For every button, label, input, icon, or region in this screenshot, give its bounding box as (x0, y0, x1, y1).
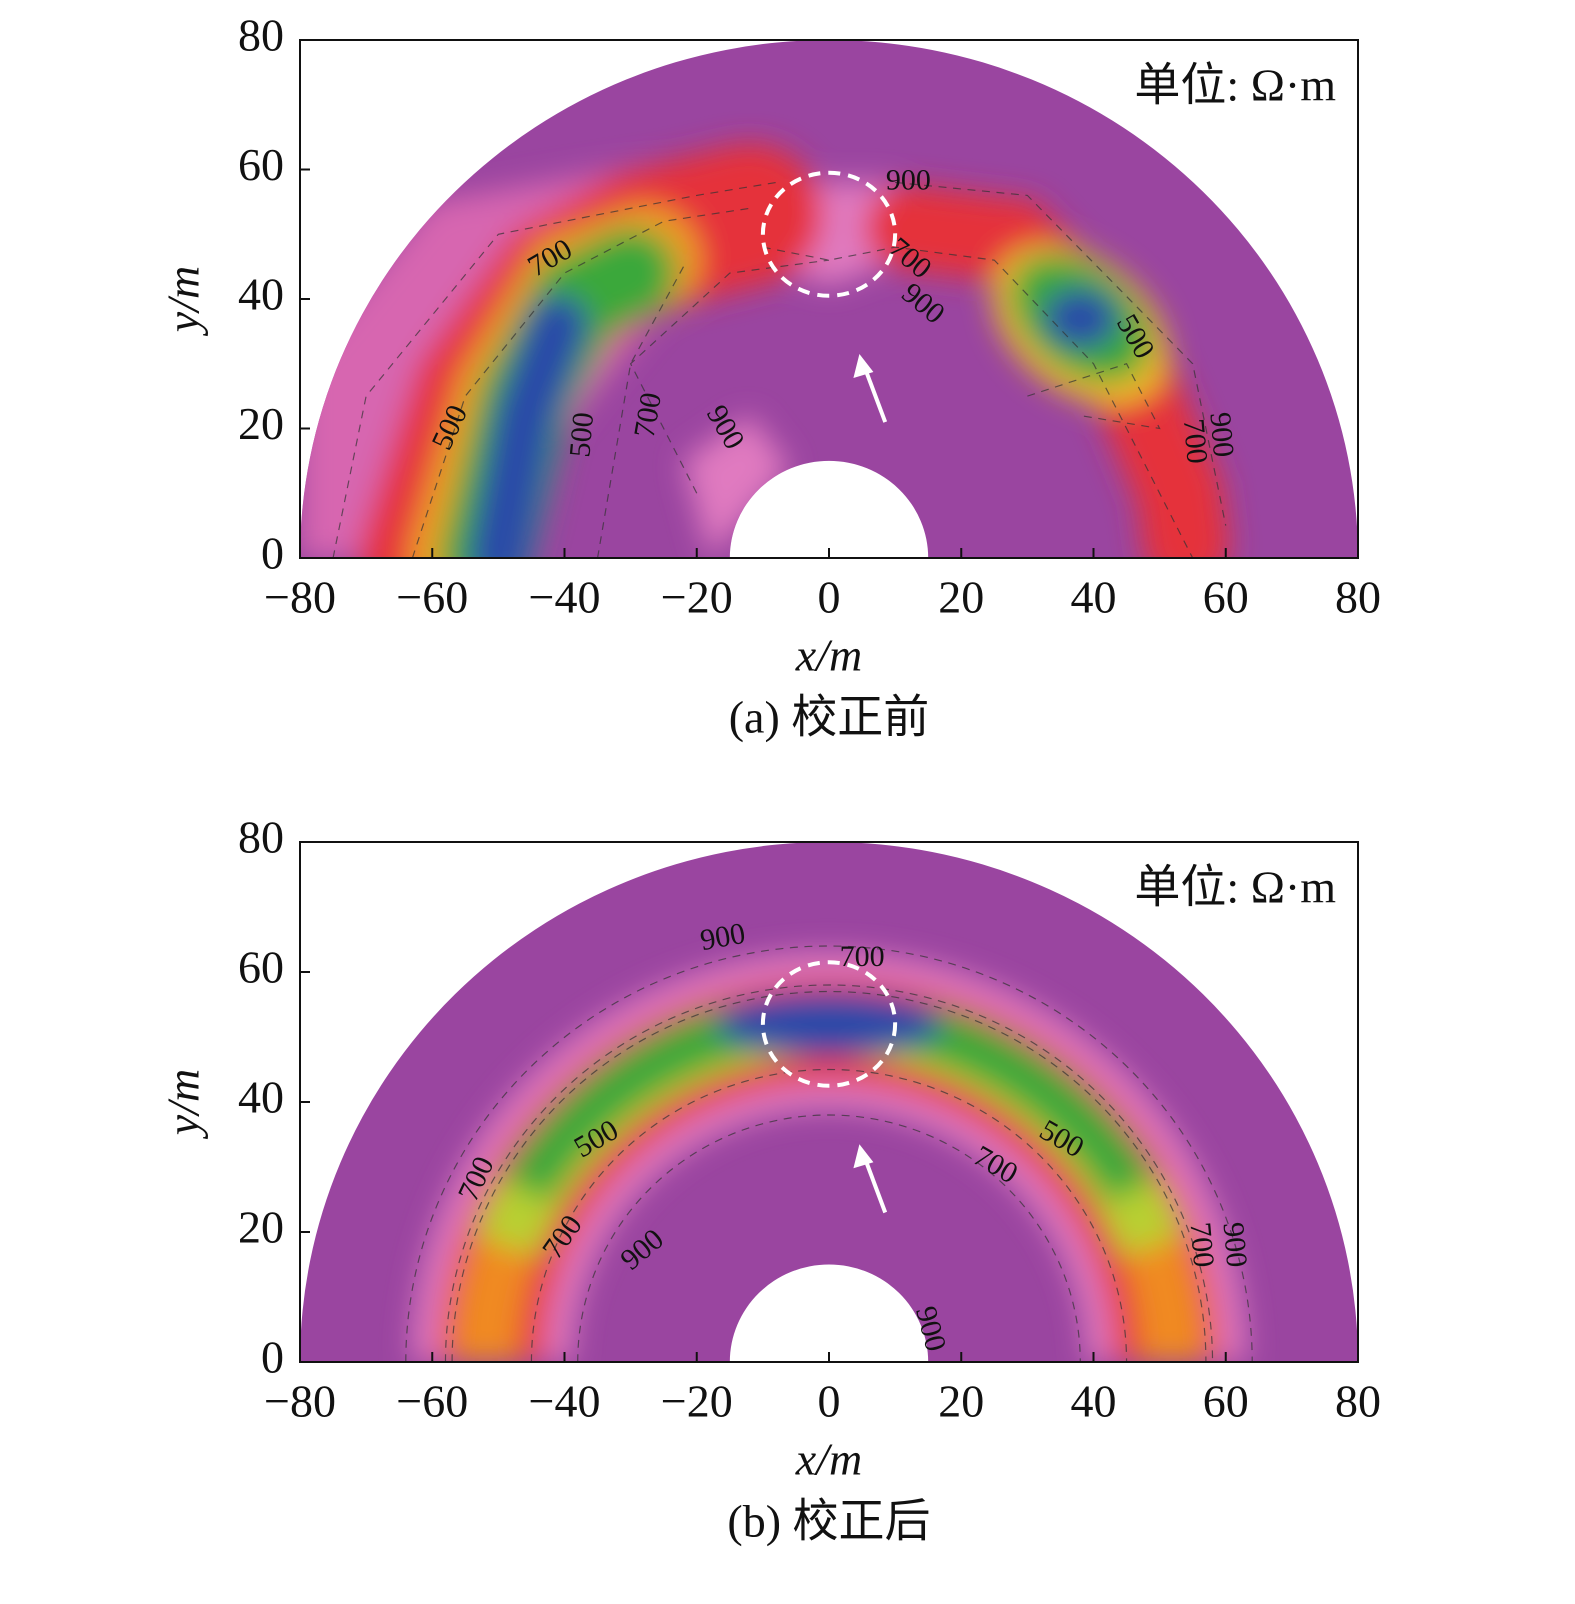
contour-label: 900 (886, 163, 931, 196)
x-tick-label: 60 (1203, 1376, 1249, 1427)
x-tick-label: −60 (396, 572, 468, 623)
x-tick-label: 80 (1335, 572, 1381, 623)
x-tick-label: 60 (1203, 572, 1249, 623)
y-axis-label: y/m (158, 266, 209, 336)
contour-line (762, 246, 1194, 558)
contour-line (1027, 363, 1161, 430)
contour-label: 700 (1184, 1221, 1221, 1269)
contour-label: 700 (1177, 417, 1214, 465)
y-tick-label: 40 (238, 269, 284, 320)
contour-line (895, 181, 1227, 526)
contour-line (530, 1069, 1128, 1362)
x-tick-label: 20 (938, 572, 984, 623)
y-tick-label: 20 (238, 398, 284, 449)
x-axis-label: x/m (795, 1434, 862, 1485)
caption: (a) 校正前 (729, 692, 930, 743)
contour-label: 900 (698, 917, 748, 957)
contour-label: 900 (1203, 411, 1240, 459)
caption: (b) 校正后 (727, 1496, 930, 1547)
x-tick-label: −80 (264, 572, 336, 623)
x-tick-label: −20 (661, 1376, 733, 1427)
y-tick-label: 60 (238, 942, 284, 993)
contour-label: 700 (840, 940, 885, 973)
x-tick-label: −20 (661, 572, 733, 623)
x-tick-label: −80 (264, 1376, 336, 1427)
highlight-circle (760, 170, 898, 298)
contour-line (332, 181, 777, 558)
y-axis-label: y/m (158, 1069, 209, 1139)
contour-label: 500 (563, 411, 600, 459)
y-tick-label: 0 (261, 1332, 284, 1383)
contour-line (444, 984, 1214, 1362)
contour-line (451, 991, 1207, 1362)
y-tick-label: 80 (238, 812, 284, 863)
contour-line (577, 1114, 1081, 1362)
field (716, 991, 942, 1057)
x-tick-label: −40 (529, 572, 601, 623)
x-tick-label: 20 (938, 1376, 984, 1427)
y-tick-label: 0 (261, 528, 284, 579)
x-axis-label: x/m (795, 630, 862, 681)
contour-line (629, 259, 830, 494)
x-tick-label: 40 (1071, 1376, 1117, 1427)
y-tick-label: 20 (238, 1202, 284, 1253)
arrow-head (853, 1144, 874, 1169)
arrow-head (853, 354, 874, 379)
field-blur (300, 143, 1230, 558)
x-tick-label: −60 (396, 1376, 468, 1427)
contour-line (405, 945, 1253, 1362)
y-tick-label: 60 (238, 139, 284, 190)
unit-annotation: 单位: Ω·m (1134, 60, 1336, 111)
contour-label: 700 (628, 390, 668, 440)
field (683, 415, 790, 558)
contour-lines (332, 181, 1227, 558)
x-tick-label: 0 (818, 572, 841, 623)
x-tick-label: −40 (529, 1376, 601, 1427)
y-tick-label: 80 (238, 10, 284, 61)
contour-lines (405, 945, 1253, 1362)
highlight-circle (760, 960, 898, 1088)
field-blur (412, 952, 1246, 1362)
field (468, 295, 588, 558)
field (1043, 289, 1117, 348)
x-tick-label: 0 (818, 1376, 841, 1427)
contour-label: 900 (1217, 1221, 1254, 1269)
y-tick-label: 40 (238, 1072, 284, 1123)
x-tick-label: 40 (1071, 572, 1117, 623)
x-tick-label: 80 (1335, 1376, 1381, 1427)
unit-annotation: 单位: Ω·m (1134, 862, 1336, 913)
